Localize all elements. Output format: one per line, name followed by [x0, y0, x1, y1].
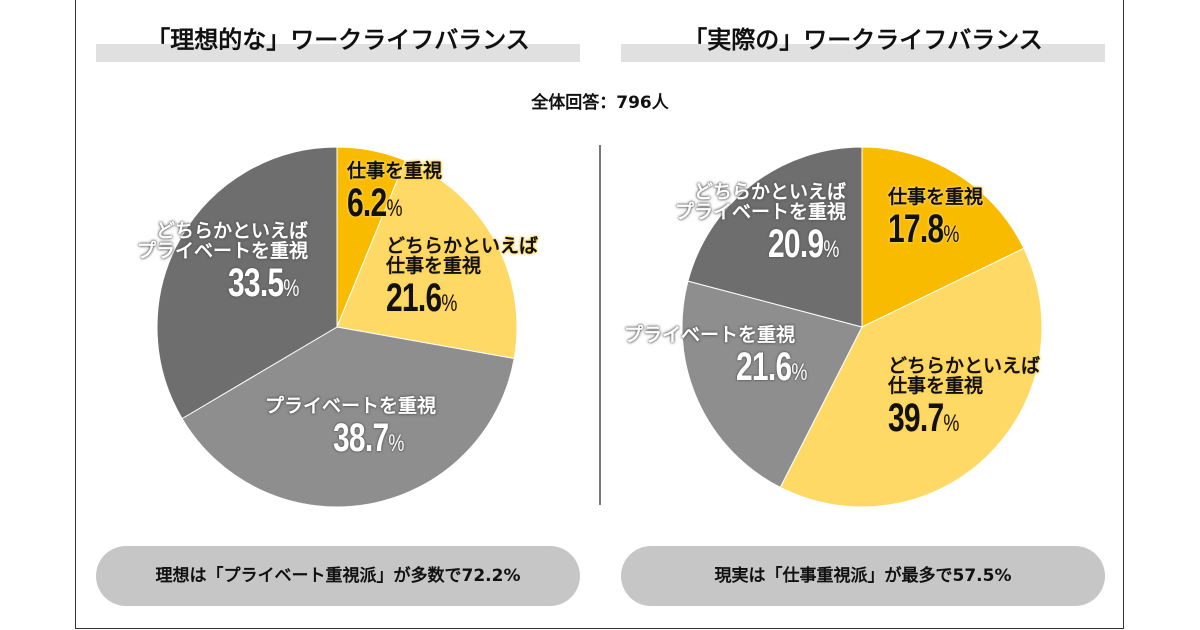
ideal-label-private: プライベートを重視 38.7% [265, 395, 437, 460]
divider [599, 145, 601, 505]
actual-label-work: 仕事を重視 17.8% [888, 186, 984, 251]
actual-pie-slice-2 [681, 280, 863, 489]
actual-chart-title: 「実際の」ワークライフバランス [621, 22, 1105, 62]
ideal-label-work: 仕事を重視 6.2% [347, 160, 443, 225]
ideal-pie-slice-3 [156, 146, 338, 420]
actual-pie-slice-3 [687, 146, 863, 328]
ideal-label-rather-work: どちらかといえば 仕事を重視 21.6% [386, 235, 539, 320]
ideal-label-rather-private: どちらかといえば プライベートを重視 33.5% [136, 220, 308, 305]
actual-label-rather-private: どちらかといえば プライベートを重視 20.9% [674, 181, 846, 266]
ideal-pie-slice-2 [181, 326, 515, 508]
ideal-chart-title: 「理想的な」ワークライフバランス [96, 22, 580, 62]
actual-label-private: プライベートを重視 21.6% [624, 324, 807, 389]
actual-pie-slice-0 [861, 146, 1025, 328]
total-respondents: 全体回答：796人 [531, 93, 669, 113]
actual-label-rather-work: どちらかといえば 仕事を重視 39.7% [888, 355, 1041, 440]
actual-summary: 現実は「仕事重視派」が最多で57.5% [621, 546, 1105, 606]
actual-pie-slice-1 [779, 247, 1043, 508]
ideal-pie-slice-1 [336, 159, 518, 360]
figure-frame [75, 0, 1124, 629]
ideal-summary: 理想は「プライベート重視派」が多数で72.2% [96, 546, 580, 606]
